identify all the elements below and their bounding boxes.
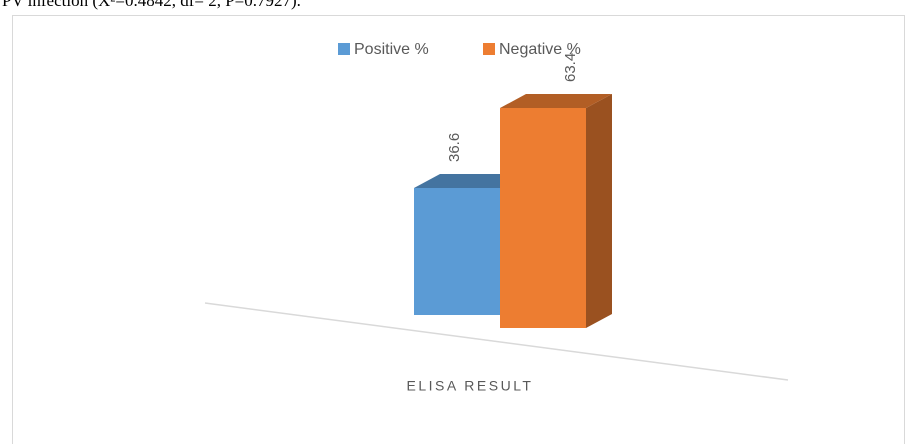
bar-top (414, 173, 526, 188)
data-label: 36.6 (446, 133, 463, 162)
bar-top (500, 94, 612, 109)
legend-swatch (483, 43, 495, 55)
legend-label: Positive % (354, 41, 429, 58)
bar-side (586, 94, 612, 328)
chart-frame (12, 15, 905, 444)
bar (500, 94, 612, 328)
x-tick-label: ELISA RESULT (406, 378, 533, 394)
legend-swatch (338, 43, 350, 55)
data-label: 63.4 (562, 53, 579, 82)
floor-line (204, 302, 789, 381)
bar-front (500, 108, 586, 328)
legend-label: Negative % (499, 41, 581, 58)
caption: PV infection (X²=0.4842, df= 2, P=0.7927… (2, 0, 301, 10)
bar-front (414, 187, 500, 315)
